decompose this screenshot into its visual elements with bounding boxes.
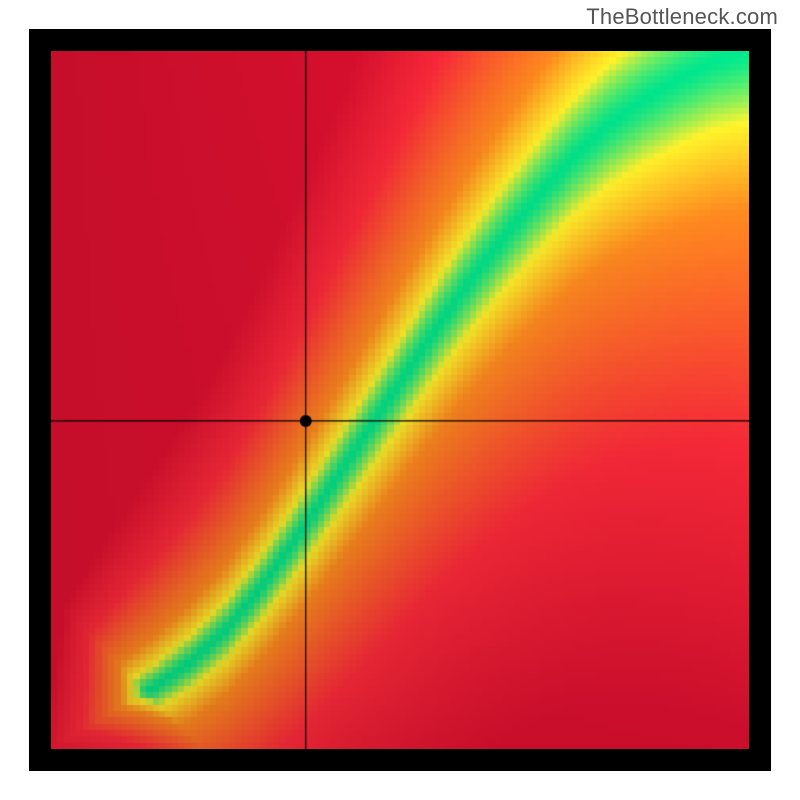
root: TheBottleneck.com bbox=[0, 0, 800, 800]
watermark-text: TheBottleneck.com bbox=[586, 4, 778, 30]
crosshair-overlay bbox=[51, 51, 749, 749]
